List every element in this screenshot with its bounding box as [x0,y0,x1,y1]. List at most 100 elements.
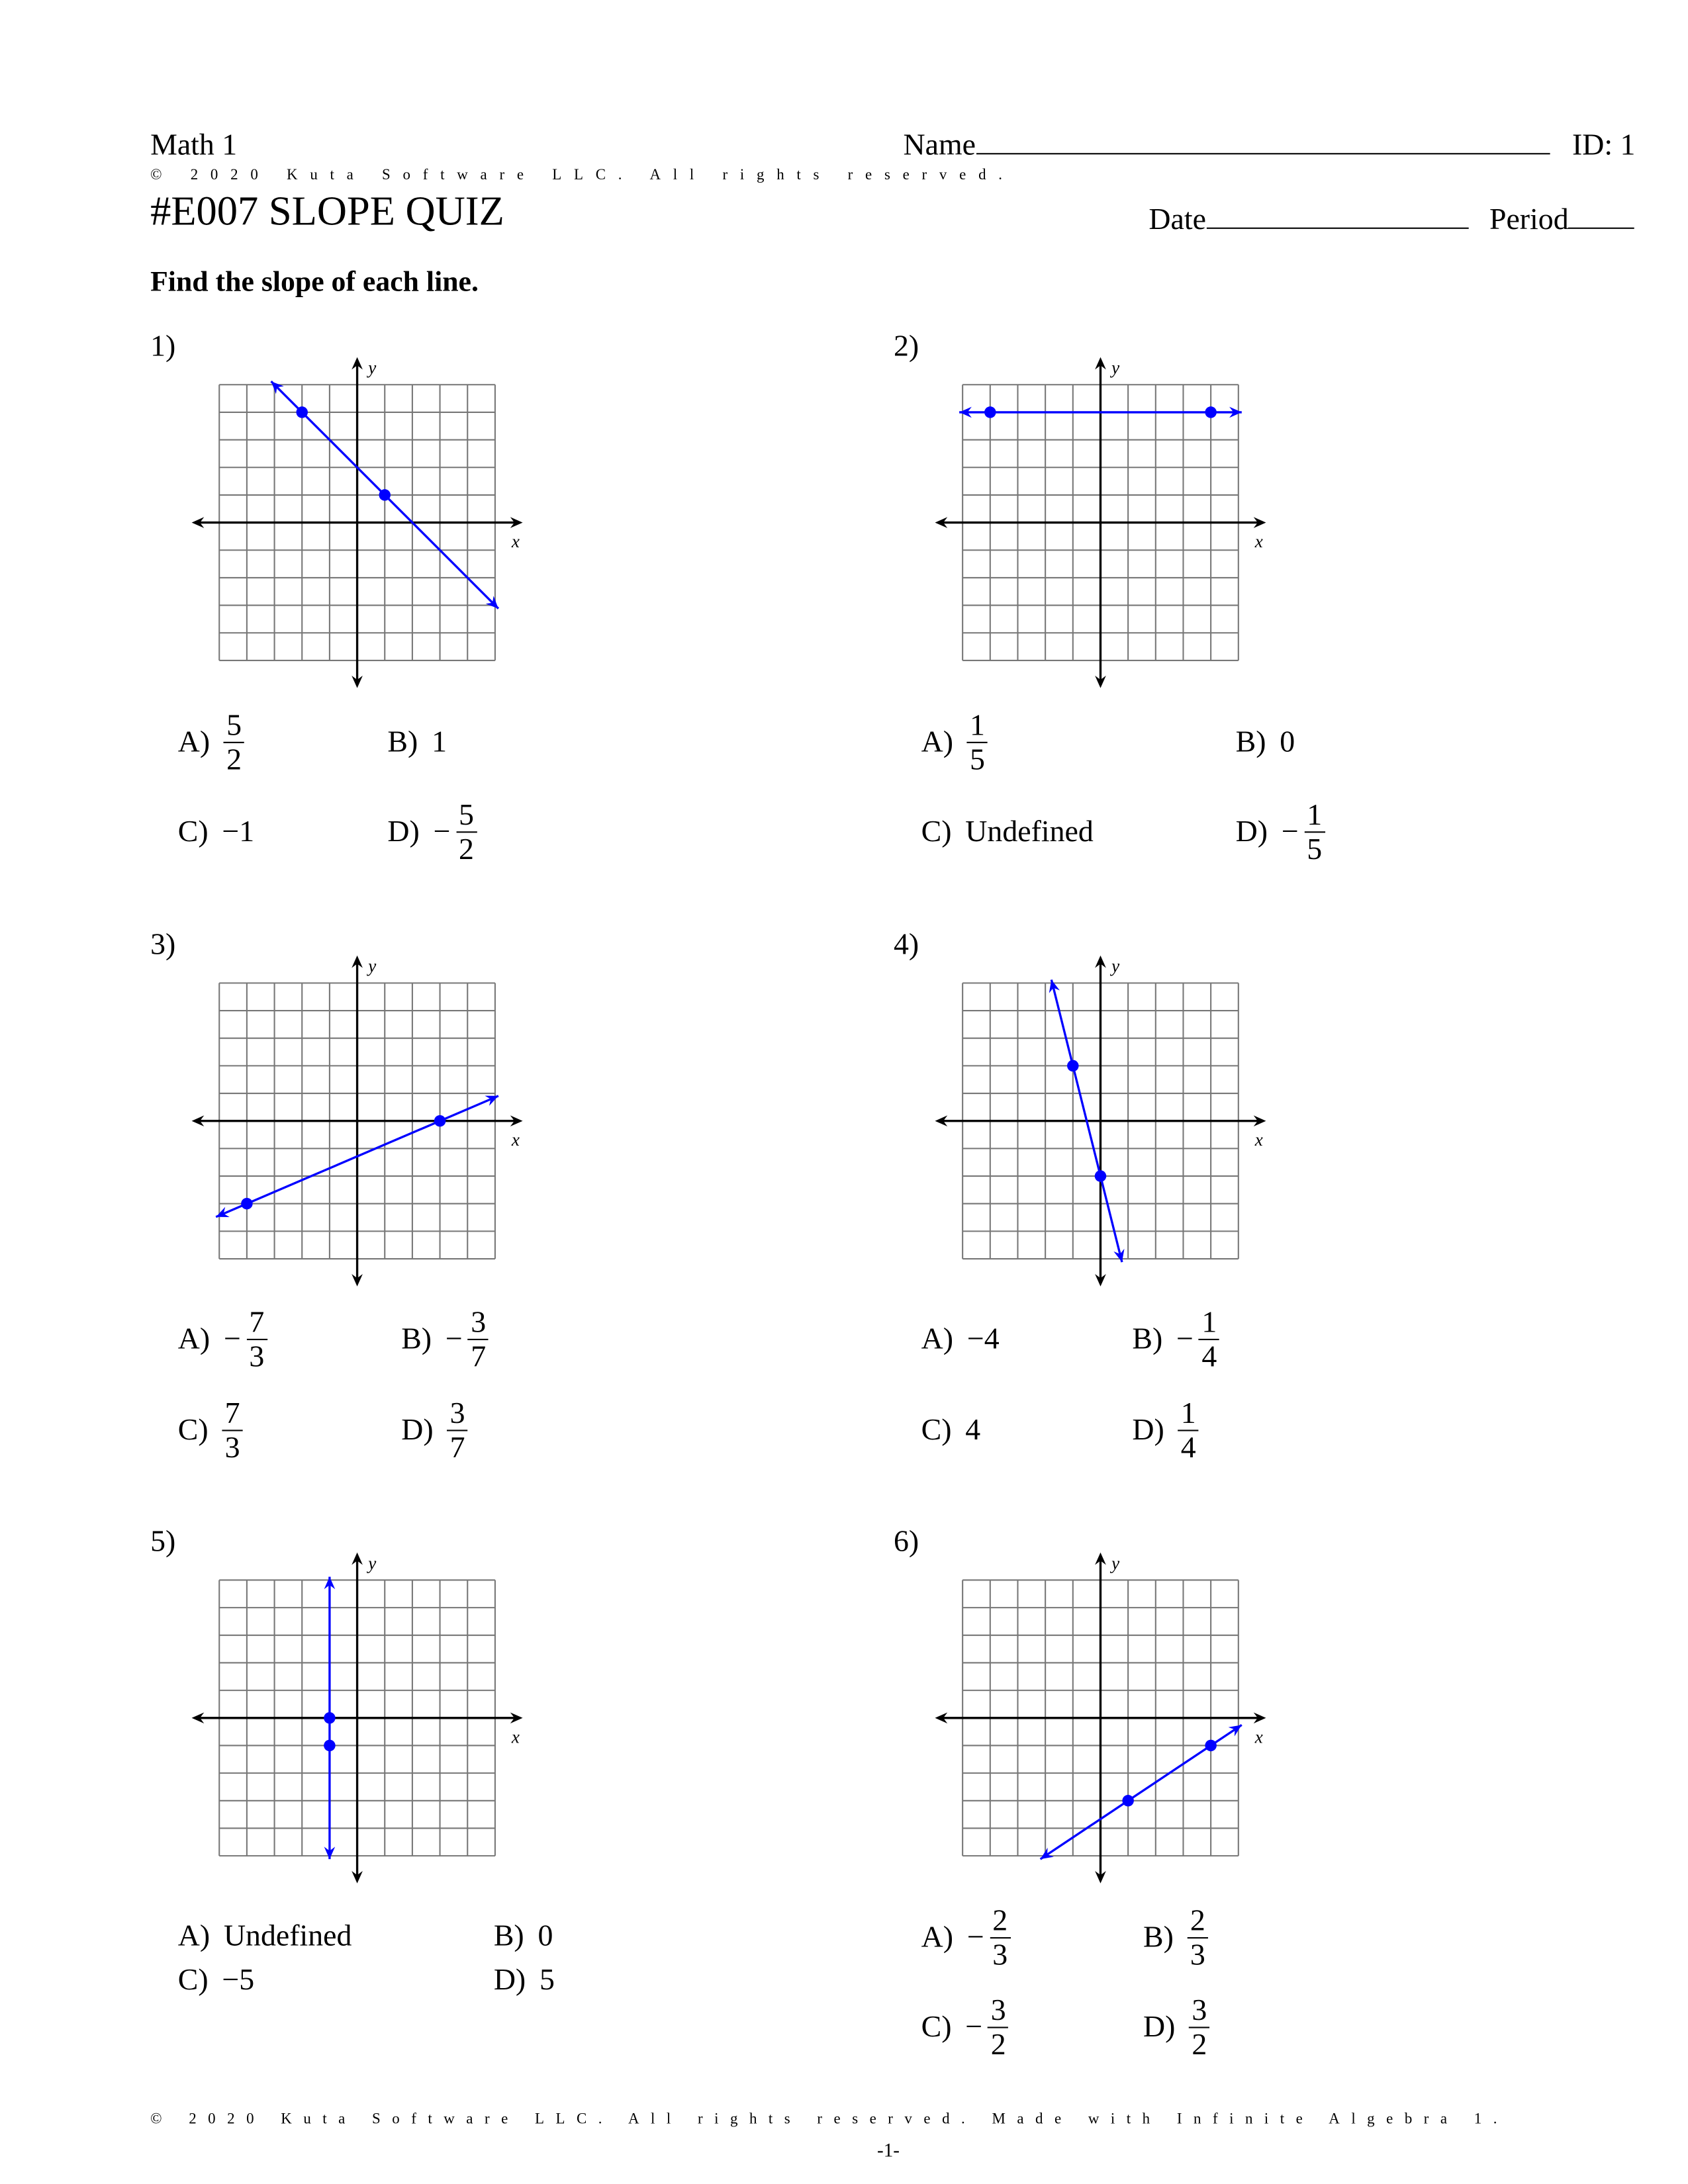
choice-value: 0 [538,1917,553,1952]
answer-choice-a[interactable]: A) −4 [921,1297,1000,1380]
choice-letter: B) [493,1917,524,1952]
answer-choice-b[interactable]: B) 0 [494,1917,553,1955]
data-point [1094,1170,1107,1182]
choice-value: −4 [966,1320,1000,1355]
fraction-numerator: 3 [1189,1992,1210,2028]
answer-choice-c[interactable]: C) −5 [178,1960,254,1999]
question-number: 5) [150,1524,176,1559]
choice-letter: A) [921,1320,954,1355]
answer-choice-a[interactable]: A) −7 3 [178,1297,267,1380]
date-blank[interactable] [1205,203,1468,229]
answer-choice-d[interactable]: D) 5 [494,1960,555,1999]
answer-choice-c[interactable]: C) Undefined [921,790,1094,873]
choice-letter: A) [177,1320,211,1355]
question-number: 3) [150,926,176,962]
choice-letter: C) [177,1962,209,1997]
data-point [324,1712,336,1724]
answer-choice-d[interactable]: D) −5 2 [387,790,477,873]
line-arrow-icon [1228,1725,1242,1737]
fraction-numerator: 3 [468,1304,489,1340]
choice-letter: D) [1132,1412,1164,1447]
answer-choice-c[interactable]: C) 7 3 [178,1388,243,1471]
line-arrow-icon [485,1095,498,1106]
question-number: 4) [893,926,919,962]
answer-choice-d[interactable]: D) 1 4 [1132,1388,1199,1471]
question-number: 2) [893,328,919,363]
choice-sign: − [1281,813,1299,848]
choice-value: Undefined [965,813,1094,848]
name-field[interactable]: Name [904,127,1550,163]
data-point [324,1739,336,1752]
y-axis-label: y [366,1553,377,1573]
answer-choice-c[interactable]: C) −3 2 [921,1985,1009,2068]
coordinate-graph: xy [935,357,1266,688]
x-axis-arrow-icon [510,517,523,528]
name-label: Name [903,126,976,161]
x-axis-label: x [1254,531,1263,551]
x-axis-label: x [511,1727,520,1747]
answer-choice-b[interactable]: B) 1 [387,700,447,783]
answer-choice-a[interactable]: A) 5 2 [178,700,245,783]
answer-choice-b[interactable]: B) −1 4 [1132,1297,1220,1380]
answer-choice-d[interactable]: D) 3 7 [401,1388,468,1471]
y-axis-arrow-icon [352,1273,363,1287]
date-field[interactable]: Date [1149,201,1468,237]
x-axis-arrow-icon [1253,1115,1266,1127]
fraction-numerator: 2 [1187,1903,1208,1938]
footer-copyright: © 2020 Kuta Software LLC. All rights res… [150,2111,1509,2128]
answer-choice-b[interactable]: B) 0 [1236,700,1295,783]
x-axis-arrow-icon [191,1712,205,1724]
x-axis-label: x [1254,1130,1263,1150]
fraction-denominator: 7 [449,1429,465,1464]
answer-choice-a[interactable]: A) −2 3 [921,1896,1011,1979]
fraction-numerator: 7 [246,1304,267,1340]
line-arrow-icon [485,596,498,609]
x-axis-label: x [511,1130,520,1150]
answer-choice-c[interactable]: C) −1 [178,790,254,873]
instructions: Find the slope of each line. [150,264,479,298]
choice-letter: A) [921,1919,954,1954]
name-blank[interactable] [975,128,1550,155]
period-field[interactable]: Period [1489,201,1635,237]
choice-sign: − [1176,1320,1194,1355]
choice-letter: A) [921,723,954,758]
choice-value: Undefined [223,1917,352,1952]
fraction-numerator: 3 [988,1992,1009,2028]
y-axis-arrow-icon [1095,357,1106,370]
answer-choice-a[interactable]: A) Undefined [178,1917,352,1955]
line-arrow-icon [959,406,972,418]
coordinate-graph: xy [935,955,1266,1287]
fraction-denominator: 3 [1190,1936,1205,1972]
choice-letter: C) [921,1412,952,1447]
answer-choice-c[interactable]: C) 4 [921,1388,981,1471]
fraction-numerator: 1 [1304,797,1325,833]
answer-choice-d[interactable]: D) −1 5 [1236,790,1325,873]
fraction-denominator: 3 [224,1429,240,1464]
coordinate-graph: xy [191,1552,523,1884]
y-axis-label: y [366,358,377,378]
choice-sign: − [965,2009,983,2044]
x-axis-arrow-icon [935,1115,948,1127]
x-axis-arrow-icon [510,1115,523,1127]
period-blank[interactable] [1568,203,1635,229]
line-arrow-icon [1040,1847,1054,1860]
y-axis-arrow-icon [1095,1552,1106,1565]
fraction-denominator: 4 [1180,1429,1196,1464]
x-axis-arrow-icon [1253,1712,1266,1724]
fraction-numerator: 5 [455,797,477,833]
answer-choice-d[interactable]: D) 3 2 [1143,1985,1210,2068]
choice-sign: − [445,1320,463,1355]
date-label: Date [1149,201,1206,236]
answer-choice-b[interactable]: B) 2 3 [1143,1896,1208,1979]
answer-choice-a[interactable]: A) 1 5 [921,700,988,783]
x-axis-label: x [1254,1727,1263,1747]
x-axis-label: x [511,531,520,551]
line-arrow-icon [271,381,284,394]
choice-letter: C) [921,813,952,848]
answer-choice-b[interactable]: B) −3 7 [401,1297,489,1380]
